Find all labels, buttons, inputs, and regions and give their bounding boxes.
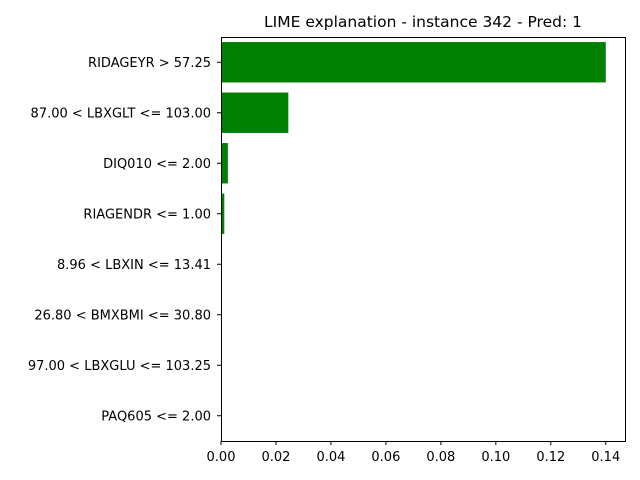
y-tick-label: PAQ605 <= 2.00 (101, 409, 211, 424)
bars-group (221, 42, 606, 234)
y-tick-label: RIDAGEYR > 57.25 (88, 56, 211, 71)
chart-title: LIME explanation - instance 342 - Pred: … (264, 13, 582, 31)
y-axis-ticks: RIDAGEYR > 57.25 87.00 < LBXGLT <= 103.00… (28, 56, 221, 425)
y-tick-label: 97.00 < LBXGLU <= 103.25 (28, 359, 211, 374)
x-tick-label: 0.12 (536, 450, 565, 465)
x-tick-label: 0.02 (261, 450, 290, 465)
x-tick-label: 0.10 (481, 450, 510, 465)
x-tick-label: 0.06 (371, 450, 400, 465)
x-tick-label: 0.04 (316, 450, 345, 465)
bar (221, 93, 288, 133)
x-tick-label: 0.00 (207, 450, 236, 465)
x-tick-label: 0.14 (591, 450, 620, 465)
bar (221, 143, 228, 183)
x-axis-ticks: 0.00 0.02 0.04 0.06 0.08 0.10 0.12 0.14 (207, 441, 621, 465)
y-tick-label: RIAGENDR <= 1.00 (83, 207, 211, 222)
bar (221, 42, 606, 82)
y-tick-label: 26.80 < BMXBMI <= 30.80 (34, 308, 211, 323)
x-tick-label: 0.08 (426, 450, 455, 465)
y-tick-label: DIQ010 <= 2.00 (103, 157, 211, 172)
y-tick-label: 8.96 < LBXIN <= 13.41 (57, 258, 211, 273)
y-tick-label: 87.00 < LBXGLT <= 103.00 (31, 106, 211, 121)
